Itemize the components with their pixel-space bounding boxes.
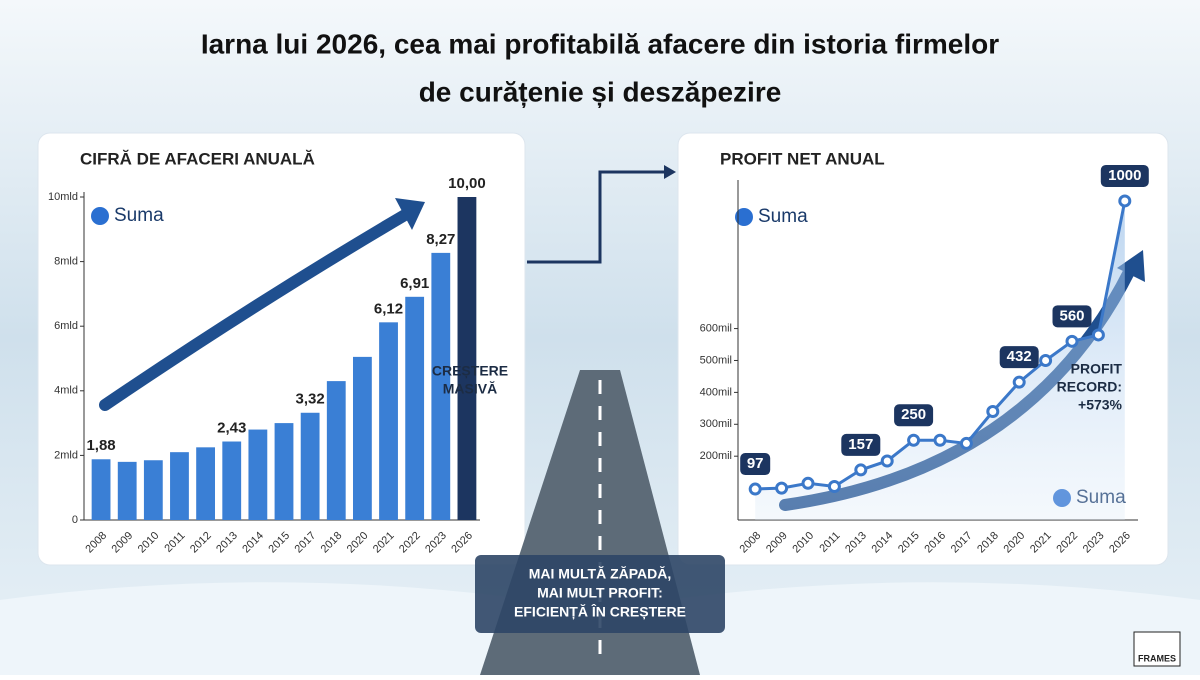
road-caption: MAI MULTĂ ZĂPADĂ,: [529, 566, 672, 582]
bar: [457, 197, 477, 520]
value-label: 560: [1059, 307, 1084, 324]
label-box: [841, 433, 881, 456]
y-tick-label: 8mld: [54, 256, 78, 268]
logo: Suma: [114, 205, 164, 226]
value-label: 250: [901, 406, 926, 423]
point: [827, 480, 841, 493]
road-caption: EFICIENȚĂ ÎN CREȘTERE: [514, 603, 686, 620]
value-label: 8,27: [426, 231, 455, 248]
y-tick-label: 0: [72, 514, 78, 526]
chart-title: CIFRĂ DE AFACERI ANUALĂ: [80, 149, 315, 168]
title: de curățenie și deszăpezire: [419, 76, 782, 107]
annotation: MASIVĂ: [443, 381, 497, 397]
annotation: PROFIT: [1071, 361, 1123, 377]
bar: [300, 412, 320, 520]
logo-icon: [91, 207, 109, 225]
y-tick-label: 600mil: [700, 322, 732, 334]
connector-arrow: [527, 170, 672, 264]
bar: [196, 447, 216, 520]
point: [986, 405, 1000, 419]
chart-title: PROFIT NET ANUAL: [720, 149, 885, 168]
point: [1012, 375, 1026, 389]
bar: [222, 441, 242, 520]
caption-box: [475, 555, 725, 633]
point: [748, 482, 762, 496]
value-label: 6,91: [400, 275, 429, 292]
point: [801, 476, 815, 490]
arrowhead: [664, 165, 676, 179]
area: [755, 200, 1125, 520]
value-label: 157: [848, 436, 873, 453]
logo-icon: [735, 208, 753, 226]
y-tick-label: 2mld: [54, 449, 78, 461]
point: [1065, 334, 1079, 348]
bar: [143, 460, 163, 520]
title: Iarna lui 2026, cea mai profitabilă afac…: [201, 28, 999, 59]
watermark-box: [1133, 631, 1181, 667]
y-tick-label: 6mld: [54, 320, 78, 332]
point: [1039, 353, 1053, 367]
annotation: RECORD:: [1057, 379, 1122, 395]
annotation: +573%: [1078, 397, 1123, 413]
point: [959, 436, 973, 450]
value-label: 6,12: [374, 300, 403, 317]
y-tick-label: 300mil: [700, 418, 732, 430]
label-box: [740, 453, 771, 476]
point: [1091, 328, 1105, 342]
label-box: [894, 404, 934, 427]
bar: [431, 252, 451, 520]
bar: [170, 452, 189, 520]
bar: [379, 322, 398, 520]
bar: [326, 381, 346, 520]
label-box: [1052, 305, 1092, 328]
bar: [274, 423, 294, 520]
value-label: 1000: [1108, 167, 1141, 184]
point: [933, 433, 947, 447]
point: [775, 481, 789, 495]
value-label: 97: [747, 455, 764, 472]
point: [880, 454, 894, 468]
point: [1118, 194, 1132, 208]
arrowhead: [1117, 250, 1145, 282]
bar: [248, 429, 268, 520]
arrowhead: [395, 198, 425, 230]
watermark: FRAMES: [1138, 653, 1176, 663]
y-tick-label: 200mil: [700, 450, 732, 462]
y-tick-label: 400mil: [700, 386, 732, 398]
point: [854, 463, 868, 477]
logo: Suma: [758, 206, 808, 227]
value-label: 1,88: [86, 437, 115, 454]
value-label: 432: [1007, 348, 1032, 365]
growth-arrow: [99, 206, 416, 411]
left-panel: [37, 132, 526, 566]
value-label: 3,32: [296, 391, 325, 408]
bar: [117, 461, 137, 520]
road-caption: MAI MULT PROFIT:: [537, 585, 663, 601]
label-box: [999, 346, 1039, 369]
label-box: [1100, 164, 1149, 187]
value-label: 10,00: [448, 175, 486, 192]
point: [907, 433, 921, 447]
y-tick-label: 4mld: [54, 385, 78, 397]
annotation: CREȘTERE: [432, 363, 508, 379]
value-label: 2,43: [217, 419, 246, 436]
y-tick-label: 500mil: [700, 354, 732, 366]
bar: [405, 296, 425, 520]
bar: [352, 356, 372, 520]
bar: [91, 459, 111, 520]
y-tick-label: 10mld: [48, 191, 78, 203]
